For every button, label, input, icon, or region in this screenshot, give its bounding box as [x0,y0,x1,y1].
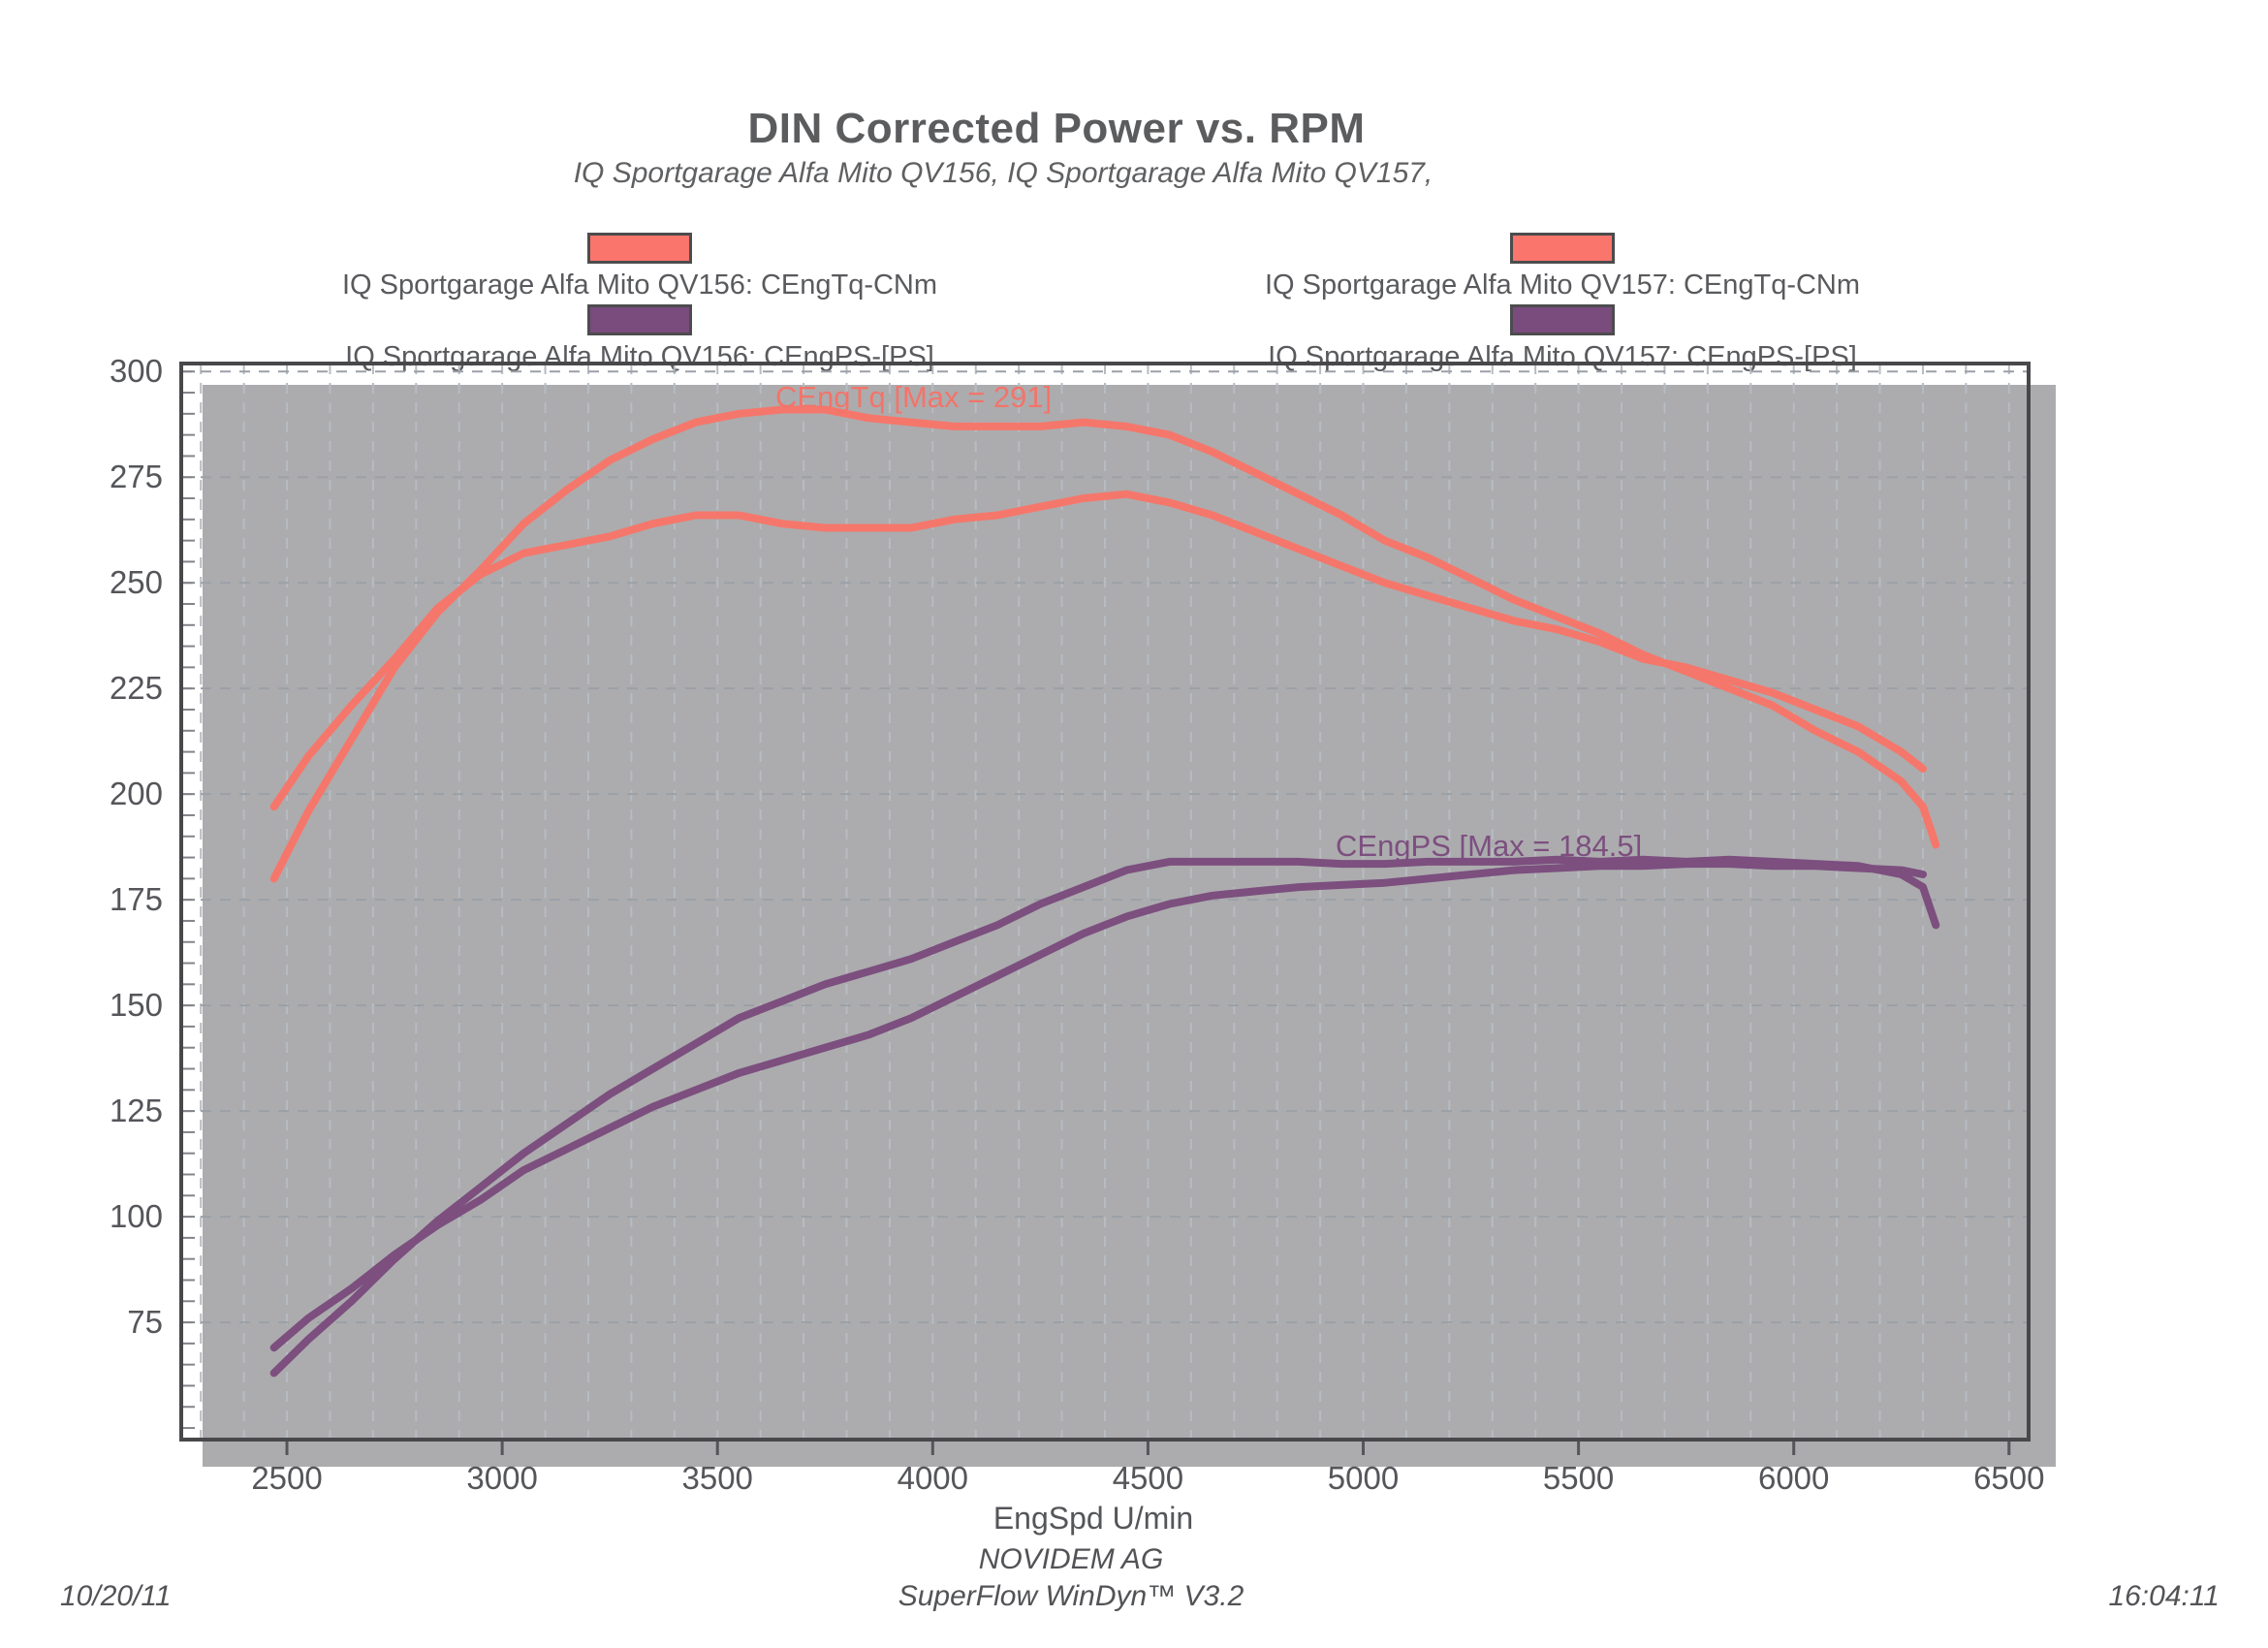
x-tick-label: 3000 [466,1460,538,1496]
curve-torque-qv156 [269,405,1940,883]
y-tick-label: 200 [109,776,163,812]
legend-entry: IQ Sportgarage Alfa Mito QV156: CEngPS-[… [262,304,1018,373]
footer-company: NOVIDEM AG [978,1543,1164,1575]
y-tick-label: 275 [109,459,163,495]
plot-svg [179,362,2031,1455]
y-tick-label: 75 [127,1304,163,1341]
chart-subtitle: IQ Sportgarage Alfa Mito QV156, IQ Sport… [573,157,1433,189]
x-tick-label: 4500 [1112,1460,1184,1496]
x-tick-label: 4000 [897,1460,969,1496]
legend-label: IQ Sportgarage Alfa Mito QV156: CEngPS-[… [345,341,934,372]
footer-software: SuperFlow WinDyn™ V3.2 [898,1580,1244,1612]
x-tick-label: 2500 [251,1460,323,1496]
legend-label: IQ Sportgarage Alfa Mito QV157: CEngTq-C… [1264,269,1861,301]
plot-border [179,362,2031,1442]
legend-swatch-power [1510,304,1615,335]
chart-title: DIN Corrected Power vs. RPM [747,105,1366,152]
footer-date: 10/20/11 [60,1580,172,1612]
y-tick-label: 175 [109,881,163,918]
y-tick-label: 150 [109,987,163,1024]
x-tick-label: 3500 [681,1460,753,1496]
legend-entry: IQ Sportgarage Alfa Mito QV157: CEngTq-C… [1184,233,1940,301]
y-tick-label: 225 [109,670,163,707]
x-tick-label: 5000 [1327,1460,1400,1496]
legend-swatch-torque [587,233,692,264]
curve-torque-qv157 [269,490,1927,811]
y-tick-label: 250 [109,564,163,601]
y-tick-label: 125 [109,1093,163,1129]
plot-drop-shadow [203,385,2056,1467]
legend-swatch-power [587,304,692,335]
curve-power-qv157 [269,860,1927,1352]
x-tick-label: 5500 [1542,1460,1615,1496]
legend-swatch-torque [1510,233,1615,264]
y-tick-label: 100 [109,1198,163,1235]
power-max-annotation: CEngPS [Max = 184.5] [1336,829,1643,863]
legend-label: IQ Sportgarage Alfa Mito QV157: CEngPS-[… [1268,341,1857,372]
legend-entry: IQ Sportgarage Alfa Mito QV157: CEngPS-[… [1184,304,1940,373]
x-tick-label: 6000 [1757,1460,1830,1496]
torque-max-annotation: CEngTq [Max = 291] [775,380,1053,414]
legend-label: IQ Sportgarage Alfa Mito QV156: CEngTq-C… [341,269,938,301]
x-axis-title: EngSpd U/min [992,1501,1194,1536]
footer-time: 16:04:11 [2108,1580,2220,1612]
y-tick-label: 300 [109,353,163,390]
x-tick-label: 6500 [1973,1460,2045,1496]
legend-entry: IQ Sportgarage Alfa Mito QV156: CEngTq-C… [262,233,1018,301]
